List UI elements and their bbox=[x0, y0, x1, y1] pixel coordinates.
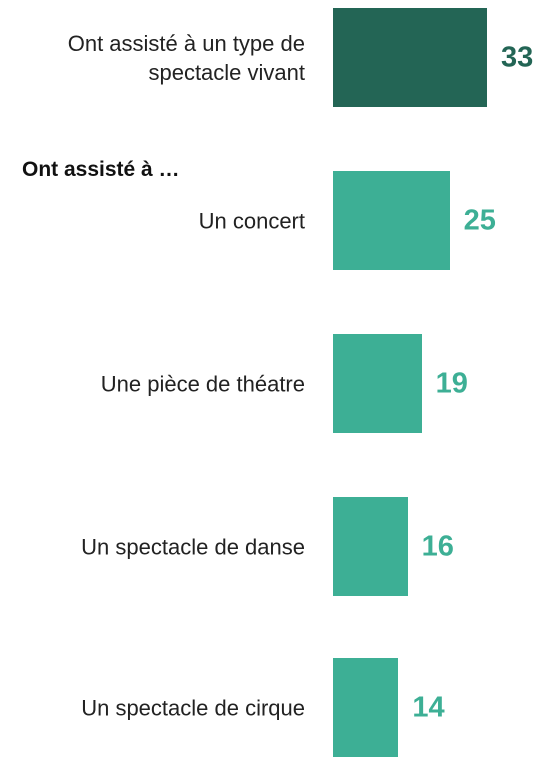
value-label: 14 bbox=[412, 691, 445, 723]
bar bbox=[333, 334, 422, 433]
bar bbox=[333, 8, 487, 107]
category-label: Un spectacle de danse bbox=[81, 534, 305, 559]
value-label: 33 bbox=[501, 41, 534, 73]
category-label: Un concert bbox=[198, 208, 305, 233]
bar bbox=[333, 658, 399, 757]
value-label: 16 bbox=[421, 530, 454, 562]
group-label: Ont assisté à … bbox=[22, 158, 180, 181]
category-label: Un spectacle de cirque bbox=[81, 695, 305, 720]
value-label: 25 bbox=[463, 204, 496, 236]
category-label: Ont assisté à un type de spectacle vivan… bbox=[67, 30, 305, 85]
category-label: Une pièce de théatre bbox=[100, 371, 305, 396]
bar bbox=[333, 171, 450, 270]
value-label: 19 bbox=[435, 367, 468, 399]
bar bbox=[333, 497, 408, 596]
